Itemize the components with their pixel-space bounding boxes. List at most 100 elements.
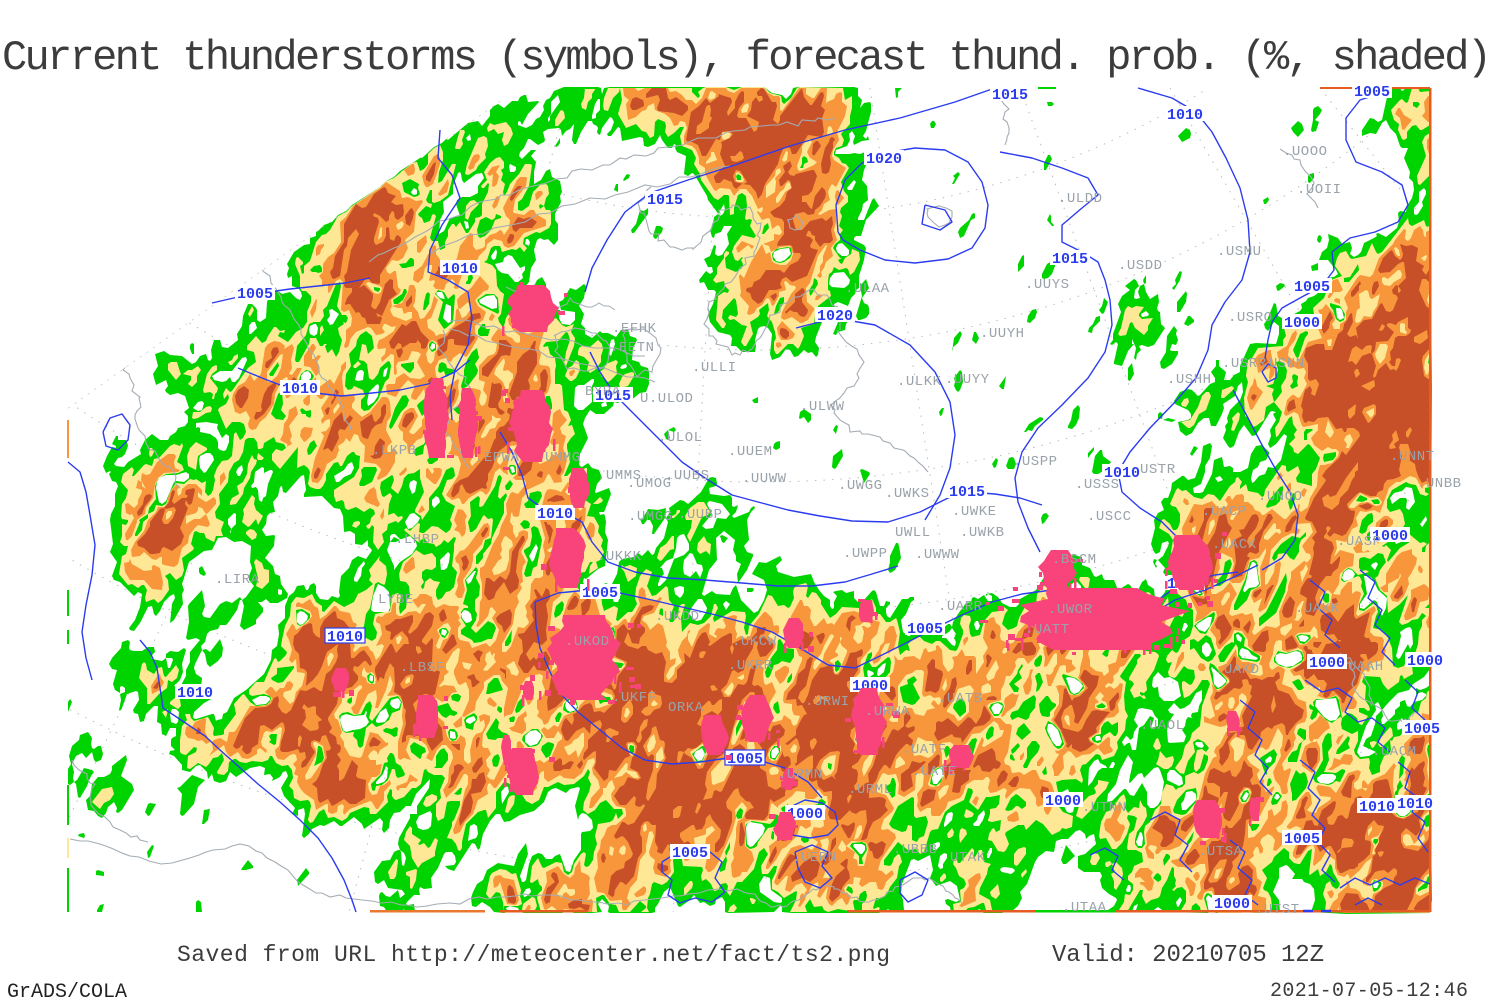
svg-text:.UWKE: .UWKE xyxy=(952,504,997,520)
svg-text:.UUYS: .UUYS xyxy=(1025,277,1070,293)
svg-text:1000: 1000 xyxy=(1045,793,1081,810)
svg-text:1010: 1010 xyxy=(177,685,213,702)
svg-text:.UUEM: .UUEM xyxy=(728,444,773,460)
svg-text:1015: 1015 xyxy=(1052,251,1088,268)
svg-text:.UKDD: .UKDD xyxy=(655,609,700,625)
svg-text:.ULOL: .ULOL xyxy=(658,430,703,446)
svg-text:Current thunderstorms (symbols: Current thunderstorms (symbols), forecas… xyxy=(2,34,1492,82)
svg-text:.UMMS: .UMMS xyxy=(597,468,642,484)
svg-text:.LBSF: .LBSF xyxy=(400,660,445,676)
svg-text:.LIRA: .LIRA xyxy=(215,572,260,588)
svg-text:.UKCW: .UKCW xyxy=(732,634,777,650)
svg-text:.UMOG: .UMOG xyxy=(627,476,672,492)
svg-text:1005: 1005 xyxy=(1294,279,1330,296)
svg-text:.UUYH: .UUYH xyxy=(980,326,1025,342)
svg-text:1000: 1000 xyxy=(1309,655,1345,672)
svg-text:.USDD: .USDD xyxy=(1118,258,1163,274)
svg-text:1000: 1000 xyxy=(1214,896,1250,913)
svg-text:.UACP: .UACP xyxy=(1202,504,1247,520)
svg-text:.EFHK: .EFHK xyxy=(612,321,657,337)
svg-text:.UWOR: .UWOR xyxy=(1048,602,1093,618)
svg-text:.USNN: .USNN xyxy=(1260,356,1305,372)
svg-text:.USPP: .USPP xyxy=(1013,454,1058,470)
svg-text:LYBE: LYBE xyxy=(378,592,414,608)
svg-text:.UMGG: .UMGG xyxy=(628,509,673,525)
svg-text:.USCC: .USCC xyxy=(1087,509,1132,525)
svg-text:1000: 1000 xyxy=(1372,528,1408,545)
svg-text:BYRA: BYRA xyxy=(585,384,621,400)
svg-text:.UOOO: .UOOO xyxy=(1283,144,1328,160)
svg-text:.USRR: .USRR xyxy=(1222,356,1267,372)
svg-text:.UACK: .UACK xyxy=(1212,537,1257,553)
svg-text:.URML: .URML xyxy=(848,782,893,798)
svg-text:.USMU: .USMU xyxy=(1217,244,1262,260)
svg-text:1010: 1010 xyxy=(1359,799,1395,816)
svg-text:.UTSA: .UTSA xyxy=(1198,844,1243,860)
svg-text:.UKFF: .UKFF xyxy=(612,690,657,706)
svg-text:1000: 1000 xyxy=(1284,315,1320,332)
svg-text:1010: 1010 xyxy=(537,506,573,523)
svg-text:1020: 1020 xyxy=(817,308,853,325)
svg-text:.UASP: .UASP xyxy=(1337,534,1382,550)
svg-text:.UAKK: .UAKK xyxy=(1295,601,1340,617)
svg-text:.UAOL: .UAOL xyxy=(1140,718,1185,734)
svg-text:UMMG: UMMG xyxy=(545,450,581,466)
svg-text:U.ULOD: U.ULOD xyxy=(640,391,693,407)
svg-text:.EPWA: .EPWA xyxy=(475,450,520,466)
svg-text:Valid: 20210705 12Z: Valid: 20210705 12Z xyxy=(1052,942,1324,969)
svg-text:1010: 1010 xyxy=(442,261,478,278)
svg-text:.BSCM: .BSCM xyxy=(1052,552,1097,568)
svg-text:GrADS/COLA: GrADS/COLA xyxy=(7,981,127,1000)
svg-text:1010: 1010 xyxy=(1167,107,1203,124)
svg-text:1005: 1005 xyxy=(237,286,273,303)
svg-text:.ULDD: .ULDD xyxy=(1058,191,1103,207)
svg-text:.UUBS: .UUBS xyxy=(665,468,710,484)
svg-text:.UWWW: .UWWW xyxy=(915,547,960,563)
svg-text:.UATB: .UATB xyxy=(938,691,983,707)
svg-text:.UNNT: .UNNT xyxy=(1390,449,1435,465)
svg-text:.UATT: .UATT xyxy=(1025,622,1070,638)
svg-text:.UTAA: .UTAA xyxy=(1062,900,1107,916)
svg-text:ORKA: ORKA xyxy=(668,700,704,716)
svg-text:UWLL: UWLL xyxy=(895,525,931,541)
svg-text:.UATE: .UATE xyxy=(912,764,957,780)
svg-text:1005: 1005 xyxy=(727,751,763,768)
svg-text:.USHH: .USHH xyxy=(1167,372,1212,388)
svg-text:.USSS: .USSS xyxy=(1075,477,1120,493)
svg-text:.UNOO: .UNOO xyxy=(1258,489,1303,505)
svg-text:.URMN: .URMN xyxy=(778,767,823,783)
svg-text:1000: 1000 xyxy=(1407,653,1443,670)
svg-text:2021-07-05-12:46: 2021-07-05-12:46 xyxy=(1270,980,1468,1000)
svg-text:.UUWW: .UUWW xyxy=(742,471,787,487)
svg-text:.UOII: .UOII xyxy=(1297,182,1342,198)
svg-text:.UBBB: .UBBB xyxy=(893,842,938,858)
svg-text:.UKOD: .UKOD xyxy=(565,634,610,650)
svg-text:1005: 1005 xyxy=(1404,721,1440,738)
svg-text:1005: 1005 xyxy=(1354,84,1390,101)
svg-text:.UATF: .UATF xyxy=(902,742,947,758)
svg-text:1005: 1005 xyxy=(672,845,708,862)
svg-text:1010: 1010 xyxy=(327,629,363,646)
svg-text:.LKPB: .LKPB xyxy=(372,443,417,459)
svg-text:.LHBP: .LHBP xyxy=(395,532,440,548)
svg-text:.EETN: .EETN xyxy=(610,340,655,356)
svg-text:.UUYY: .UUYY xyxy=(945,372,990,388)
svg-text:1020: 1020 xyxy=(866,151,902,168)
svg-text:.UNBB: .UNBB xyxy=(1417,476,1462,492)
svg-text:.UARR: .UARR xyxy=(938,599,983,615)
svg-text:1015: 1015 xyxy=(595,388,631,405)
svg-text:1010: 1010 xyxy=(1104,465,1140,482)
svg-text:USTR: USTR xyxy=(1140,462,1176,478)
svg-text:.ULKK: .ULKK xyxy=(897,374,942,390)
svg-text:UTAK: UTAK xyxy=(950,850,986,866)
svg-text:1015: 1015 xyxy=(647,192,683,209)
svg-text:1010: 1010 xyxy=(282,381,318,398)
svg-text:.UKRR: .UKRR xyxy=(728,658,773,674)
svg-text:.UWGG: .UWGG xyxy=(838,478,883,494)
svg-text:1015: 1015 xyxy=(992,87,1028,104)
svg-text:Saved from URL http://meteocen: Saved from URL http://meteocenter.net/fa… xyxy=(177,942,890,968)
svg-text:1000: 1000 xyxy=(787,806,823,823)
svg-text:.UWKB: .UWKB xyxy=(960,525,1005,541)
svg-text:.USRO: .USRO xyxy=(1228,310,1273,326)
svg-text:UAAH: UAAH xyxy=(1348,659,1384,675)
